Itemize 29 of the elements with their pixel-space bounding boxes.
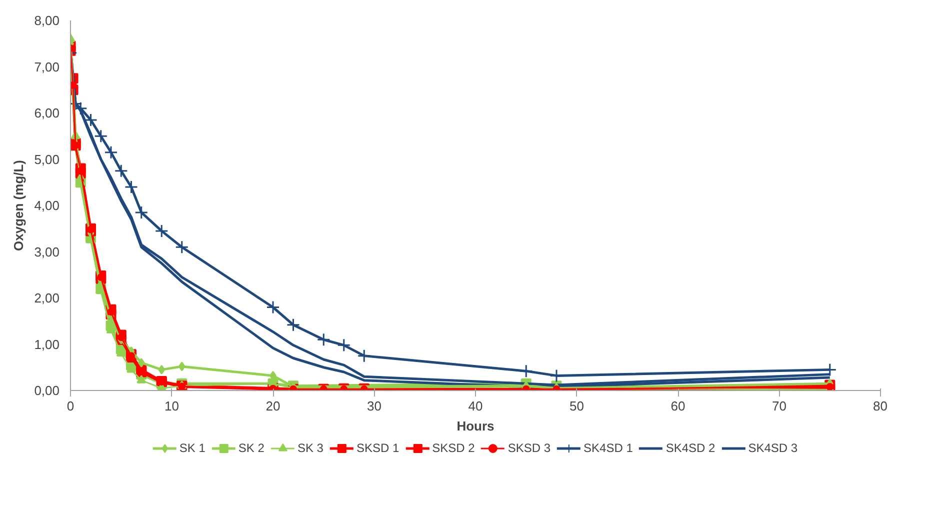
y-tick-label: 7,00: [34, 59, 60, 74]
legend-label: SK 3: [297, 441, 324, 455]
x-tick-label: 80: [873, 398, 888, 414]
x-tick-label: 40: [468, 398, 483, 414]
legend-label: SKSD 3: [508, 441, 551, 455]
y-tick-label: 1,00: [34, 336, 60, 352]
y-tick-label: 6,00: [34, 106, 60, 120]
legend-label: SKSD 2: [432, 441, 475, 455]
legend-label: SK4SD 3: [748, 441, 798, 455]
legend-label: SK 2: [238, 441, 264, 455]
x-tick-label: 50: [570, 398, 584, 414]
y-tick-label: 4,00: [34, 198, 60, 213]
x-tick-label: 60: [670, 398, 686, 414]
x-tick-label: 10: [164, 398, 179, 414]
y-tick-label: 3,00: [34, 244, 60, 260]
y-tick-label: 0,00: [34, 383, 60, 398]
legend-label: SK4SD 2: [666, 441, 716, 455]
y-tick-label: 2,00: [34, 290, 60, 306]
x-tick-label: 70: [772, 398, 786, 414]
y-axis-title: Oxygen (mg/L): [11, 160, 26, 252]
legend-label: SK4SD 1: [584, 441, 633, 455]
x-tick-label: 20: [266, 398, 280, 414]
x-axis-title: Hours: [456, 418, 494, 434]
legend-label: SK 1: [179, 441, 206, 455]
x-tick-label: 0: [66, 398, 74, 414]
y-tick-label: 8,00: [34, 13, 60, 28]
x-tick-label: 30: [367, 398, 382, 414]
y-tick-label: 5,00: [34, 152, 60, 167]
legend-label: SKSD 1: [356, 441, 400, 455]
